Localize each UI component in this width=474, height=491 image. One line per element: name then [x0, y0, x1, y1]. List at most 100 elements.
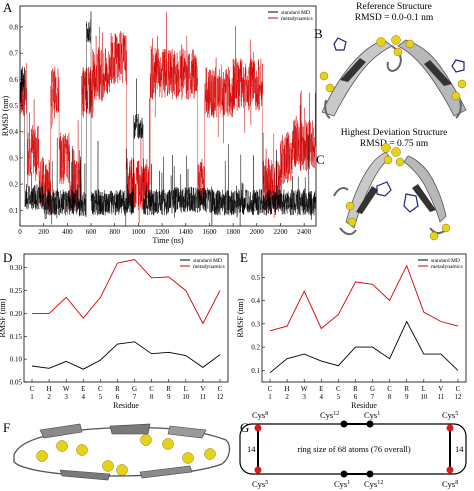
- x-category-label: C: [336, 385, 341, 393]
- x-category-label: L: [422, 385, 426, 393]
- cys-node: [254, 466, 262, 474]
- sulfur-atom: [381, 143, 391, 153]
- y-tick-label: 0.6: [9, 76, 18, 84]
- legend-label-2: metadynamics: [431, 264, 463, 270]
- sulfur-atom: [405, 39, 415, 49]
- reference-structure-panel: Reference Structure RMSD = 0.0-0.1 nm: [319, 1, 467, 119]
- x-category-label: R: [404, 385, 409, 393]
- x-category-label: R: [353, 385, 358, 393]
- legend-label-1: standard MD: [193, 258, 222, 264]
- series-line-metadynamics: [19, 12, 317, 224]
- legend-label-1: standard MD: [431, 258, 460, 264]
- x-tick-label: 10: [182, 393, 190, 401]
- sulfur-atom: [116, 464, 128, 476]
- x-tick-label: 2: [47, 393, 51, 401]
- panel-letter-e: E: [240, 250, 248, 265]
- x-category-label: C: [30, 385, 35, 393]
- x-tick-label: 2400: [297, 228, 312, 236]
- sulfur-atom: [441, 223, 451, 233]
- x-category-label: C: [218, 385, 223, 393]
- legend-label-2: metadynamics: [193, 264, 225, 270]
- sulfur-atom: [391, 35, 401, 45]
- sulfur-atom: [325, 83, 335, 93]
- y-tick-label: 0.1: [251, 367, 260, 375]
- y-axis-label: RMSF (nm): [0, 298, 7, 337]
- panel-letter-f: F: [3, 420, 10, 435]
- cys-label-bottom-mid-left: Cys1: [334, 479, 350, 489]
- x-category-label: W: [63, 385, 70, 393]
- sulfur-atom: [393, 47, 403, 57]
- x-tick-label: 1400: [179, 228, 194, 236]
- x-category-label: C: [456, 385, 461, 393]
- highest-deviation-structure-image: [333, 143, 451, 241]
- x-category-label: E: [81, 385, 85, 393]
- x-tick-label: 11: [438, 393, 445, 401]
- sulfur-atom: [319, 71, 329, 81]
- x-tick-label: 12: [217, 393, 225, 401]
- y-tick-label: 0.2: [9, 181, 18, 189]
- chart-e-rmsf: C1H2W3E4C5R6G7C8R9L10V11C120.10.20.30.40…: [236, 253, 467, 410]
- cys-node: [340, 420, 348, 428]
- cys-node: [366, 470, 374, 478]
- cys-node: [366, 420, 374, 428]
- x-tick-label: 6: [354, 393, 358, 401]
- x-tick-label: 600: [86, 228, 97, 236]
- panel-letter-d: D: [3, 250, 12, 265]
- y-axis-label: RMSF (nm): [236, 298, 245, 337]
- cys-node: [446, 424, 454, 432]
- x-tick-label: 9: [167, 393, 171, 401]
- x-tick-label: 1200: [155, 228, 170, 236]
- x-axis-label: Time (ns): [152, 236, 183, 245]
- x-tick-label: 1: [30, 393, 34, 401]
- chart-a-frame: [19, 5, 317, 227]
- x-tick-label: 9: [405, 393, 409, 401]
- sulfur-atom: [376, 37, 386, 47]
- ring-center-text: ring size of 68 atoms (76 overall): [297, 444, 410, 454]
- x-tick-label: 2200: [273, 228, 288, 236]
- x-tick-label: 12: [455, 393, 463, 401]
- x-tick-label: 4: [320, 393, 324, 401]
- sulfur-atom: [451, 91, 461, 101]
- x-tick-label: 2000: [250, 228, 265, 236]
- x-category-label: V: [200, 385, 205, 393]
- x-tick-label: 6: [116, 393, 120, 401]
- y-tick-label: 0.5: [251, 274, 260, 282]
- x-tick-label: 10: [420, 393, 428, 401]
- x-tick-label: 200: [38, 228, 49, 236]
- x-category-label: R: [166, 385, 171, 393]
- ring-diagram: Cys8 Cys12 Cys1 Cys5 Cys5 Cys1 Cys12 Cys…: [239, 410, 467, 489]
- x-tick-label: 8: [150, 393, 154, 401]
- sulfur-atom: [102, 460, 114, 472]
- panel-letter-c: C: [316, 152, 325, 167]
- reference-structure-title: Reference Structure: [356, 1, 432, 12]
- x-category-label: C: [268, 385, 273, 393]
- legend-label-1: standard MD: [281, 10, 310, 16]
- x-tick-label: 3: [302, 393, 306, 401]
- series-line-standard-md: [31, 341, 221, 370]
- x-category-label: C: [149, 385, 154, 393]
- sulfur-atom: [36, 450, 48, 462]
- chart-d-rmsf: C1H2W3E4C5R6G7C8R9L10V11C120.050.100.150…: [0, 253, 229, 410]
- x-category-label: C: [98, 385, 103, 393]
- x-category-label: W: [301, 385, 308, 393]
- chart-e-frame: [261, 253, 467, 383]
- cys-label-top-left: Cys8: [252, 410, 268, 420]
- x-category-label: C: [387, 385, 392, 393]
- cys-label-top-mid-right: Cys1: [364, 410, 380, 420]
- x-tick-label: 2: [285, 393, 289, 401]
- x-category-label: E: [319, 385, 323, 393]
- y-tick-label: 0.25: [10, 287, 23, 295]
- cys-node: [340, 470, 348, 478]
- series-line-standard-md: [269, 320, 459, 374]
- highest-deviation-structure-panel: Highest Deviation Structure RMSD = 0.75 …: [333, 128, 451, 241]
- ring-size-left: 14: [247, 444, 256, 454]
- series-line-metadynamics: [269, 264, 459, 332]
- x-category-label: R: [115, 385, 120, 393]
- sulfur-atom: [182, 452, 194, 464]
- cys-node: [254, 424, 262, 432]
- sulfur-atom: [347, 217, 357, 227]
- x-category-label: H: [47, 385, 52, 393]
- x-axis-label: Residue: [351, 401, 377, 410]
- y-tick-label: 0.30: [10, 264, 23, 272]
